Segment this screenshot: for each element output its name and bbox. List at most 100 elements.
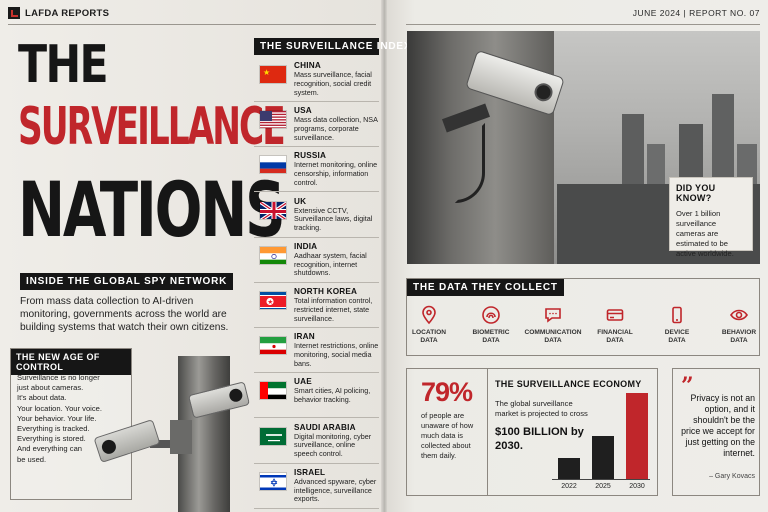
- chart-tick-label: 2025: [595, 483, 611, 490]
- country-name: CHINA: [294, 61, 321, 70]
- fingerprint-icon: [481, 305, 501, 325]
- new-age-line: And everything can: [17, 444, 83, 454]
- country-name: INDIA: [294, 241, 318, 251]
- quote-text: Privacy is not an option, and it shouldn…: [681, 393, 755, 458]
- new-age-line: Everything is stored.: [17, 434, 86, 444]
- country-name: IRAN: [294, 332, 315, 342]
- saudi-flag-icon: [259, 426, 287, 446]
- collect-item: COMMUNICATION DATA: [521, 305, 585, 345]
- brand-name: LAFDA REPORTS: [25, 7, 110, 19]
- new-age-line: Surveillance is no longer: [17, 373, 100, 382]
- eye-icon: [729, 305, 749, 325]
- country-desc: Digital monitoring, cyber surveillance, …: [294, 431, 372, 459]
- svg-text:★: ★: [267, 298, 273, 306]
- svg-text:★: ★: [263, 68, 270, 77]
- location-pin-icon: [419, 305, 439, 325]
- collect-item: DEVICE DATA: [645, 305, 709, 345]
- economy-figure: $100 BILLION by 2030.: [495, 426, 584, 452]
- index-row-china: ★ CHINA Mass surveillance, facial recogn…: [254, 57, 379, 102]
- did-you-know-box: DID YOU KNOW? Over 1 billion surveillanc…: [669, 177, 753, 258]
- country-desc: Internet restrictions, online monitoring…: [294, 341, 379, 368]
- index-list: ★ CHINA Mass surveillance, facial recogn…: [254, 55, 379, 510]
- stats-panel: 79% of people are unaware of how much da…: [406, 368, 658, 496]
- quote-box: ” Privacy is not an option, and it shoul…: [672, 368, 760, 496]
- country-desc: Smart cities, AI policing, behavior trac…: [294, 386, 371, 405]
- india-flag-icon: [259, 245, 287, 265]
- index-row-uae: UAE Smart cities, AI policing, behavior …: [254, 373, 379, 419]
- index-row-israel: ISRAEL Advanced spyware, cyber intellige…: [254, 464, 379, 509]
- chart-tick-label: 2022: [561, 483, 577, 490]
- index-row-uk: UK Extensive CCTV, Surveillance laws, di…: [254, 193, 379, 238]
- country-name: RUSSIA: [294, 151, 327, 161]
- country-name: SAUDI ARABIA: [294, 422, 356, 432]
- country-name: ISRAEL: [294, 467, 326, 477]
- northkorea-flag-icon: ★: [259, 291, 287, 310]
- smartphone-icon: [667, 305, 687, 325]
- chart-bar-2025: [592, 436, 614, 479]
- new-age-line: It's about data.: [17, 393, 67, 403]
- collect-item: BIOMETRIC DATA: [459, 305, 523, 345]
- index-heading: THE SURVEILLANCE INDEX: [254, 38, 411, 55]
- chart-bar-2022: [558, 457, 580, 479]
- subtitle-banner: INSIDE THE GLOBAL SPY NETWORK: [20, 273, 234, 290]
- index-row-india: INDIA Aadhaar system, facial recognition…: [254, 238, 379, 283]
- quote-author: – Gary Kovacs: [709, 473, 755, 480]
- title-line-3: NATIONS: [18, 165, 286, 254]
- new-age-line: Your location. Your voice.: [17, 403, 102, 413]
- camera-bracket: [170, 420, 192, 454]
- brand: LAFDA REPORTS: [8, 7, 109, 19]
- collect-label: DEVICE DATA: [664, 329, 690, 345]
- economy-title: THE SURVEILLANCE ECONOMY: [495, 379, 642, 389]
- page-spine: [381, 0, 387, 512]
- uk-flag-icon: [259, 200, 287, 220]
- brand-logo-icon: [8, 7, 20, 19]
- collect-heading: THE DATA THEY COLLECT: [407, 279, 564, 296]
- stat-value: 79%: [421, 377, 473, 407]
- country-name: NORTH KOREA: [294, 287, 358, 296]
- index-row-russia: RUSSIA Internet monitoring, online censo…: [254, 147, 379, 193]
- new-age-heading: THE NEW AGE OF CONTROL: [11, 349, 131, 375]
- index-row-saudi: SAUDI ARABIA Digital monitoring, cyber s…: [254, 419, 379, 464]
- index-row-iran: IRAN Internet restrictions, online monit…: [254, 328, 379, 374]
- new-age-line: Your behavior. Your life.: [17, 413, 97, 423]
- new-age-line: Everything is tracked.: [17, 424, 90, 434]
- did-you-know-title: DID YOU KNOW?: [676, 183, 716, 203]
- collect-item: LOCATION DATA: [397, 305, 461, 345]
- new-age-box: THE NEW AGE OF CONTROL Surveillance is n…: [10, 348, 132, 500]
- country-desc: Extensive CCTV, Surveillance laws, digit…: [294, 205, 373, 233]
- country-desc: Internet monitoring, online censorship, …: [294, 160, 378, 187]
- usa-flag-icon: [259, 110, 287, 130]
- chart-tick-label: 2030: [629, 483, 645, 490]
- country-name: UK: [294, 196, 307, 206]
- did-you-know-body: Over 1 billion surveillance cameras are …: [676, 209, 734, 258]
- israel-flag-icon: [259, 471, 287, 491]
- index-row-northkorea: ★ NORTH KOREA Total information control,…: [254, 283, 379, 328]
- country-desc: Aadhaar system, facial recognition, inte…: [294, 250, 367, 278]
- collect-label: LOCATION DATA: [412, 329, 446, 345]
- collect-label: BEHAVIOR DATA: [721, 329, 757, 345]
- country-name: USA: [294, 106, 312, 116]
- collect-label: FINANCIAL DATA: [597, 329, 633, 345]
- new-age-line: be used.: [17, 454, 47, 464]
- data-collect-panel: THE DATA THEY COLLECT LOCATION DATA BIOM…: [406, 278, 760, 356]
- iran-flag-icon: [259, 336, 287, 356]
- collect-item: FINANCIAL DATA: [583, 305, 647, 345]
- index-row-usa: USA Mass data collection, NSA programs, …: [254, 102, 379, 148]
- stat-text: of people are unaware of how much data i…: [421, 411, 474, 460]
- credit-card-icon: [605, 305, 625, 325]
- country-desc: Total information control, restricted in…: [294, 296, 373, 323]
- top-rule: [406, 24, 760, 25]
- country-desc: Advanced spyware, cyber intelligence, su…: [294, 476, 377, 504]
- country-desc: Mass surveillance, facial recognition, s…: [294, 70, 372, 97]
- economy-body: The global surveillance market is projec…: [495, 399, 588, 418]
- russia-flag-icon: [259, 155, 287, 175]
- china-flag-icon: ★: [259, 65, 287, 84]
- new-age-text: Surveillance is no longer just about came…: [17, 373, 129, 465]
- intro-text: From mass data collection to AI-driven m…: [20, 296, 229, 333]
- country-name: UAE: [294, 377, 312, 387]
- collect-label: BIOMETRIC DATA: [472, 329, 510, 345]
- country-desc: Mass data collection, NSA programs, corp…: [294, 115, 378, 142]
- uae-flag-icon: [259, 381, 287, 401]
- chat-bubble-icon: [543, 305, 563, 325]
- title-line-2: SURVEILLANCE: [18, 97, 286, 157]
